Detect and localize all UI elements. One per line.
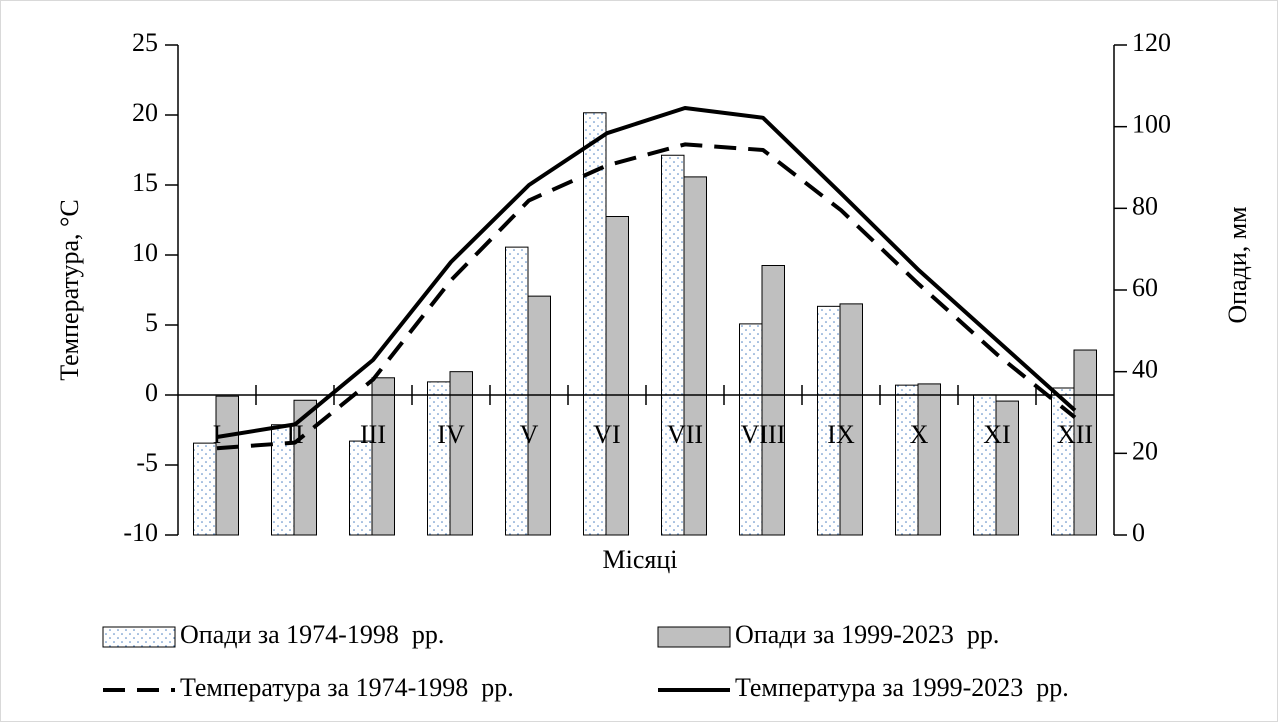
y-tick-label: 25 [132,28,158,57]
bar [505,246,529,536]
legend-label: Температура за 1974-1998 рр. [180,673,514,702]
legend-swatch [102,626,176,648]
bar [661,154,685,536]
x-tick-label: VII [667,420,703,449]
bar [683,176,707,536]
bar [293,399,317,536]
bar [995,400,1019,536]
x-axis-label: Місяці [603,545,678,574]
x-tick-label: V [520,420,539,449]
bar [527,295,551,536]
y2-axis-label: Опади, мм [1223,206,1252,323]
x-tick-label: XII [1057,420,1093,449]
x-tick-label: I [213,420,222,449]
y2-tick-label: 60 [1132,273,1158,302]
bar [427,381,451,536]
y2-tick-label: 100 [1132,110,1171,139]
legend-swatch [657,626,731,648]
line [216,142,1077,451]
bar [1073,349,1097,536]
bar [761,265,785,536]
x-tick-label: VI [593,420,620,449]
x-tick-label: III [360,420,386,449]
bar [371,377,395,536]
y-tick-label: 15 [132,168,158,197]
bar [215,395,239,536]
bar [895,384,919,536]
bar [917,383,941,536]
x-tick-label: IX [827,420,855,449]
bar [349,440,373,536]
x-tick-label: XI [983,420,1010,449]
y-tick-label: -10 [123,518,158,547]
y2-tick-label: 40 [1132,355,1158,384]
bar [193,442,217,536]
bar [839,303,863,536]
y-tick-label: 0 [145,378,158,407]
y-axis-label: Температура, °С [55,199,84,381]
legend-label: Опади за 1999-2023 рр. [735,620,999,649]
line [216,106,1077,439]
x-tick-label: X [910,420,929,449]
bar [973,394,997,536]
y2-tick-label: 20 [1132,436,1158,465]
x-tick-label: IV [437,420,465,449]
y2-tick-label: 0 [1132,518,1145,547]
y2-tick-label: 120 [1132,28,1171,57]
x-tick-label: VIII [741,420,786,449]
legend-label: Температура за 1999-2023 рр. [735,673,1069,702]
y-tick-label: -5 [136,448,158,477]
y-tick-label: 5 [145,308,158,337]
bar [605,216,629,536]
y2-tick-label: 80 [1132,191,1158,220]
y-tick-label: 10 [132,238,158,267]
legend-label: Опади за 1974-1998 рр. [180,620,444,649]
y-tick-label: 20 [132,98,158,127]
bar [449,371,473,536]
